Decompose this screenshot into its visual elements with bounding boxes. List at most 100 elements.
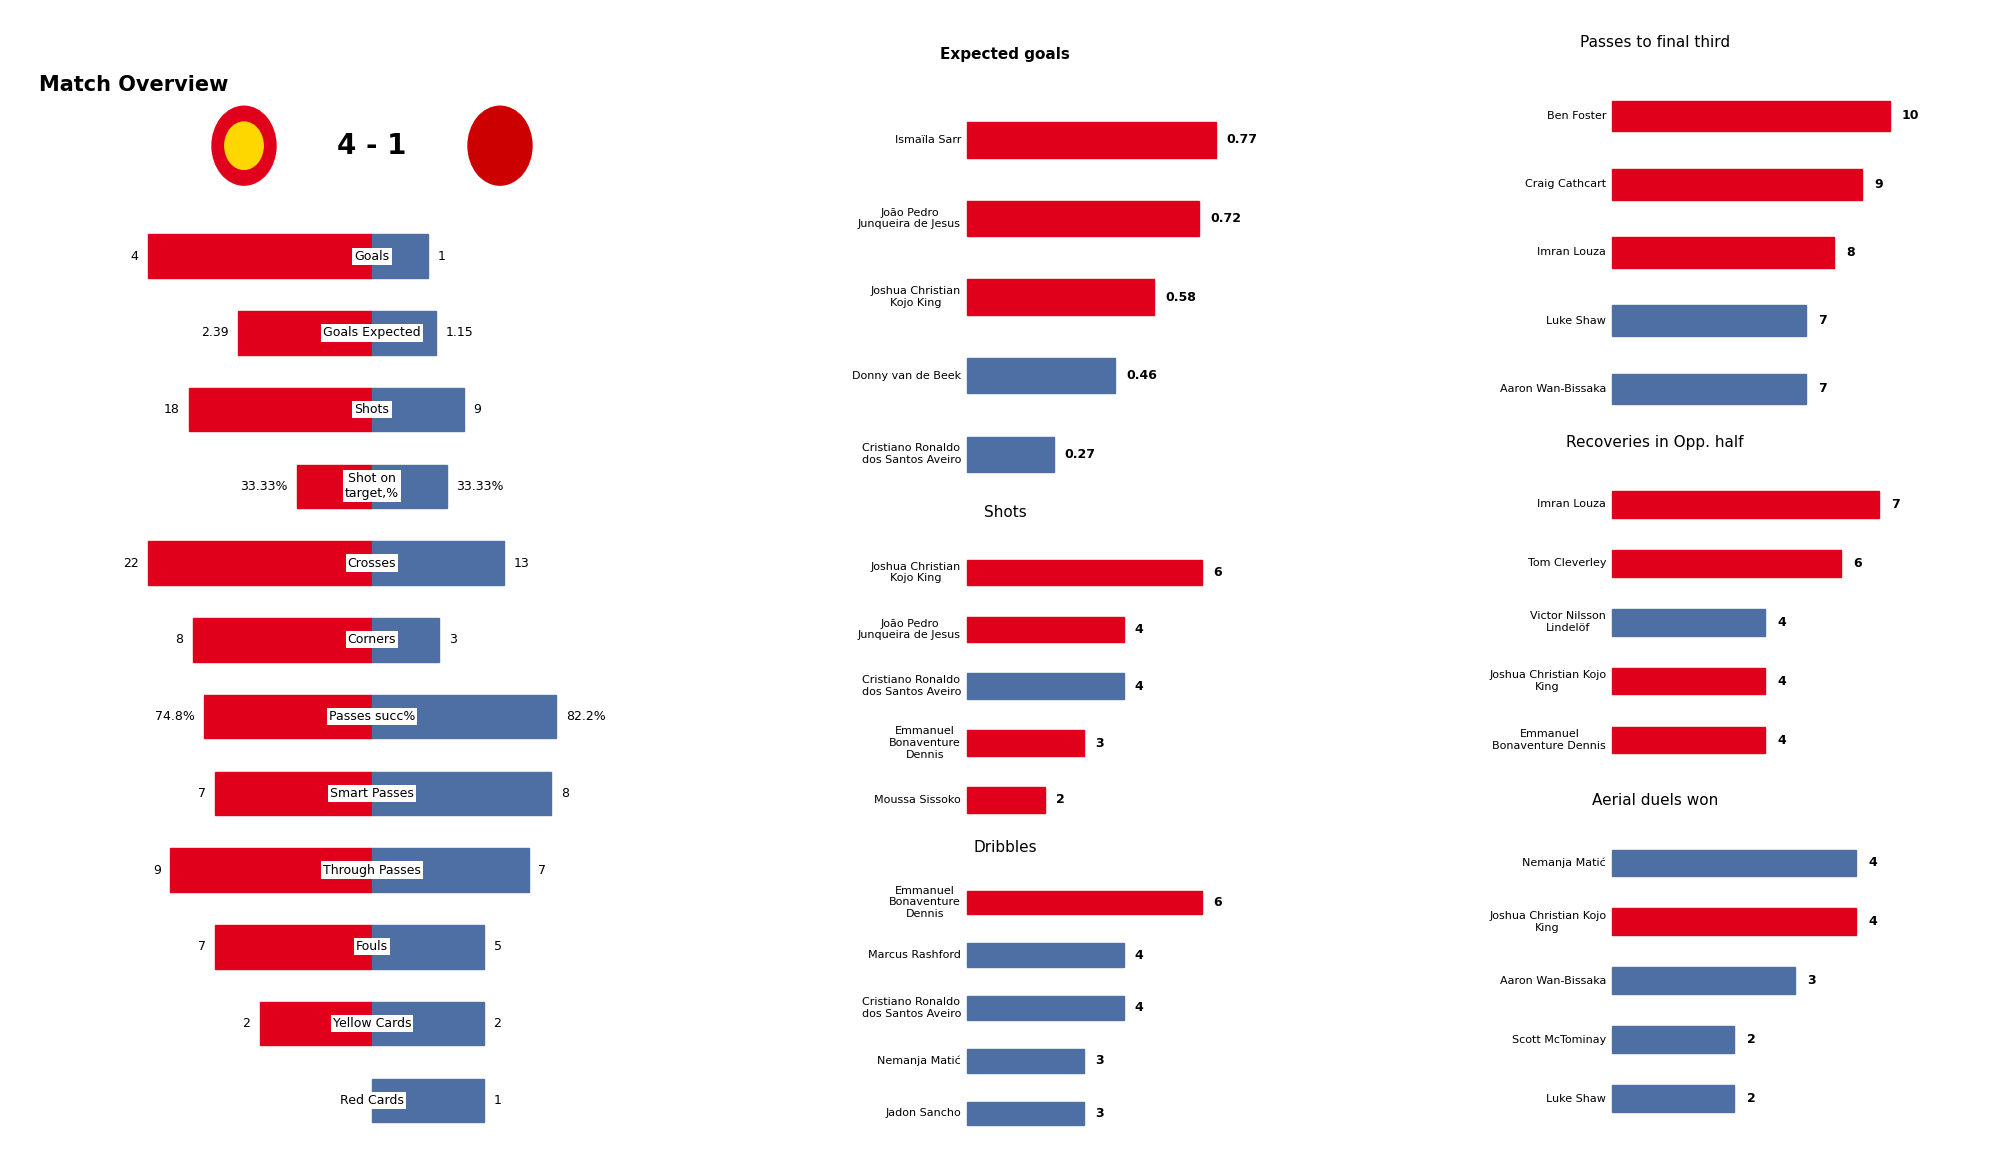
Text: 4: 4 [1134,948,1144,961]
Bar [966,280,1154,315]
Bar [1612,374,1806,404]
Bar [372,235,428,277]
Text: Shots: Shots [984,505,1026,521]
Bar [966,1101,1084,1126]
Text: Aerial duels won: Aerial duels won [1592,793,1718,808]
Bar [260,1002,372,1046]
Circle shape [212,106,276,186]
Bar [1612,727,1764,753]
Bar [372,311,436,355]
Text: 1.15: 1.15 [446,327,474,340]
Text: 4: 4 [1778,674,1786,687]
Text: 18: 18 [164,403,180,416]
Bar [1612,237,1834,268]
Bar [372,388,464,431]
Text: 3: 3 [1096,1107,1104,1120]
Bar [148,235,372,277]
Text: 3: 3 [1808,974,1816,987]
Text: 7: 7 [538,864,546,877]
Text: 0.77: 0.77 [1226,134,1258,147]
Bar [204,694,372,738]
Bar [966,617,1124,642]
Bar [1612,550,1842,577]
Text: Shot on
target,%: Shot on target,% [344,472,400,501]
Text: 2: 2 [494,1018,502,1030]
Text: 4: 4 [1868,915,1878,928]
Text: 7: 7 [1818,314,1828,327]
Text: 10: 10 [1902,109,1920,122]
Text: Emmanuel
Bonaventure Dennis: Emmanuel Bonaventure Dennis [1492,730,1606,751]
Text: Luke Shaw: Luke Shaw [1546,316,1606,325]
Bar [1612,101,1890,132]
Text: Craig Cathcart: Craig Cathcart [1526,179,1606,189]
Bar [966,891,1202,914]
Text: 9: 9 [1874,177,1882,190]
Text: Emmanuel
Bonaventure
Dennis: Emmanuel Bonaventure Dennis [890,726,960,760]
Text: João Pedro
Junqueira de Jesus: João Pedro Junqueira de Jesus [858,208,960,229]
Text: 4: 4 [1868,857,1878,870]
Text: 4 - 1: 4 - 1 [338,132,406,160]
Text: Luke Shaw: Luke Shaw [1546,1094,1606,1103]
Bar [372,542,504,585]
Text: Passes succ%: Passes succ% [328,710,416,723]
Text: 82.2%: 82.2% [566,710,606,723]
Text: Cristiano Ronaldo
dos Santos Aveiro: Cristiano Ronaldo dos Santos Aveiro [862,676,960,697]
Bar [188,388,372,431]
Text: 0.72: 0.72 [1210,212,1242,224]
Bar [1612,491,1880,518]
Text: 7: 7 [198,787,206,800]
Text: 0: 0 [354,1094,362,1107]
Bar [966,787,1046,813]
Text: Tom Cleverley: Tom Cleverley [1528,558,1606,569]
Text: Imran Louza: Imran Louza [1538,248,1606,257]
Bar [966,437,1054,472]
Text: Smart Passes: Smart Passes [330,787,414,800]
Bar [372,848,528,892]
Text: 7: 7 [1892,498,1900,511]
Bar [170,848,372,892]
Bar [1612,667,1764,694]
Text: Cristiano Ronaldo
dos Santos Aveiro: Cristiano Ronaldo dos Santos Aveiro [862,443,960,465]
Text: Cristiano Ronaldo
dos Santos Aveiro: Cristiano Ronaldo dos Santos Aveiro [862,998,960,1019]
Text: Through Passes: Through Passes [324,864,420,877]
Bar [1612,967,1796,994]
Text: 0.46: 0.46 [1126,369,1158,382]
Text: Aaron Wan-Bissaka: Aaron Wan-Bissaka [1500,384,1606,394]
Text: Marcus Rashford: Marcus Rashford [868,951,960,960]
Bar [1612,908,1856,935]
Text: Joshua Christian
Kojo King: Joshua Christian Kojo King [870,562,960,583]
Bar [238,311,372,355]
Text: 5: 5 [494,940,502,953]
Text: Jadon Sancho: Jadon Sancho [886,1108,960,1119]
Text: Donny van de Beek: Donny van de Beek [852,370,960,381]
Text: Goals: Goals [354,249,390,263]
Text: Corners: Corners [348,633,396,646]
Text: Imran Louza: Imran Louza [1538,499,1606,510]
Text: 2: 2 [1746,1092,1756,1104]
Bar [966,996,1124,1020]
Text: 9: 9 [152,864,160,877]
Text: Red Cards: Red Cards [340,1094,404,1107]
Text: João Pedro
Junqueira de Jesus: João Pedro Junqueira de Jesus [858,618,960,640]
Circle shape [224,122,264,169]
Text: 9: 9 [474,403,482,416]
Text: 8: 8 [1846,246,1854,258]
Text: 7: 7 [1818,382,1828,395]
Text: 4: 4 [1134,1001,1144,1014]
Text: Fouls: Fouls [356,940,388,953]
Text: Expected goals: Expected goals [940,47,1070,62]
Text: 2: 2 [1746,1033,1756,1046]
Text: 8: 8 [176,633,184,646]
Text: Shots: Shots [354,403,390,416]
Bar [216,925,372,968]
Text: 3: 3 [448,633,456,646]
Text: Yellow Cards: Yellow Cards [332,1018,412,1030]
Bar [966,559,1202,585]
Bar [372,1002,484,1046]
Text: Ismaïla Sarr: Ismaïla Sarr [894,135,960,145]
Text: 13: 13 [514,557,530,570]
Text: 4: 4 [1134,679,1144,693]
Text: 2: 2 [242,1018,250,1030]
Text: 6: 6 [1214,897,1222,909]
Bar [192,618,372,662]
